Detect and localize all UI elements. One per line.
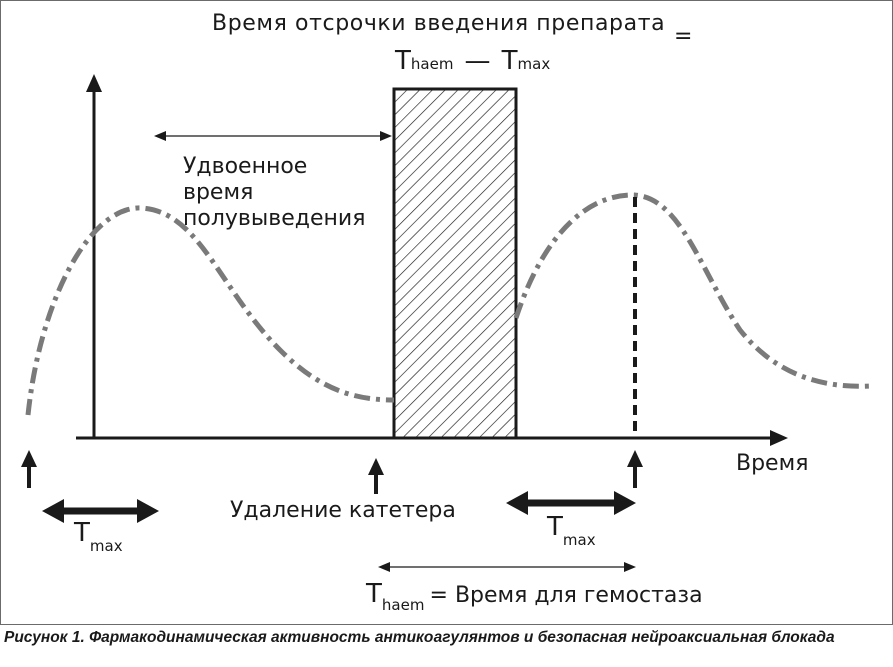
up-arrow-right — [627, 450, 643, 488]
diagram-canvas — [21, 74, 873, 572]
tmax-left-t: T — [74, 518, 90, 548]
haem-def-sub: haem — [381, 596, 425, 614]
tmax-left-sub: max — [89, 537, 123, 555]
left-activity-curve — [25, 205, 395, 416]
catheter-removal-label: Удаление катетера — [230, 498, 456, 523]
x-axis-arrowhead — [770, 430, 788, 446]
up-arrow-catheter — [368, 458, 384, 494]
up-arrow-left — [21, 450, 37, 488]
title-equals: = — [674, 24, 693, 49]
tmax-right-sub: max — [562, 531, 596, 549]
formula-top: Thaem — Tmax — [395, 46, 550, 76]
half-life-label-line2: время — [183, 180, 254, 205]
tmax-left-label: Tmax — [74, 518, 123, 555]
formula-dash: — — [464, 46, 491, 76]
formula-sub-haem: haem — [410, 55, 454, 73]
figure-title: Время отсрочки введения препарата — [212, 11, 666, 36]
right-activity-curve — [513, 192, 873, 389]
figure-caption: Рисунок 1. Фармакодинамическая активност… — [4, 629, 835, 646]
haem-def-t: T — [366, 579, 382, 609]
half-life-span-arrow — [154, 131, 392, 141]
formula-sub-max: max — [517, 55, 551, 73]
half-life-label-line3: полувыведения — [183, 206, 366, 231]
formula-t-max: T — [501, 46, 518, 76]
formula-t-haem: T — [395, 46, 411, 76]
y-axis-arrowhead — [86, 74, 102, 92]
delay-rectangle — [392, 87, 518, 440]
tmax-right-arrow — [506, 491, 636, 515]
tmax-right-t: T — [547, 512, 563, 542]
tmax-right-label: Tmax — [547, 512, 596, 549]
haem-definition: Thaem = Время для гемостаза — [366, 579, 703, 614]
haem-span-arrow — [378, 562, 636, 572]
tmax-left-arrow — [42, 499, 159, 523]
x-axis-label: Время — [736, 451, 809, 476]
haem-def-text: = Время для гемостаза — [429, 583, 703, 608]
half-life-label-line1: Удвоенное — [183, 154, 308, 179]
